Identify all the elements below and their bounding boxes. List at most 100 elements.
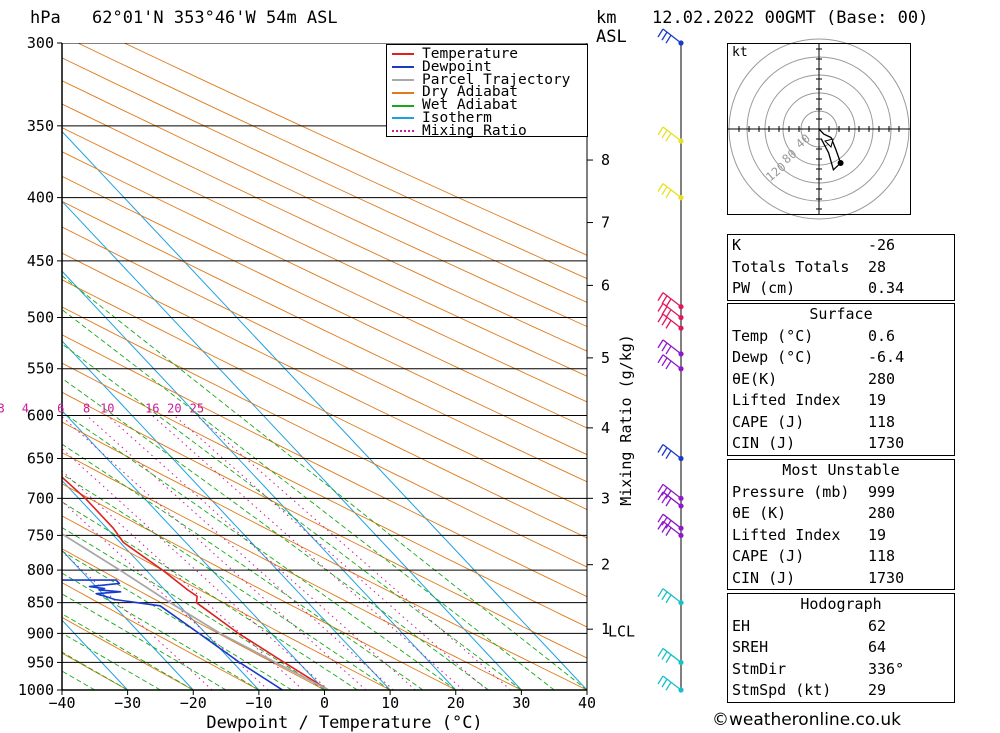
- wind-barb-flag: [661, 357, 668, 367]
- dry-adiabat-line: [62, 175, 587, 429]
- mu-li-row: Lifted Index 19: [728, 525, 954, 547]
- wet-adiabat-line: [62, 275, 587, 690]
- wind-barb-flag: [657, 513, 664, 523]
- dry-adiabat-line: [62, 548, 325, 690]
- surface-li-row: Lifted Index 19: [728, 390, 954, 412]
- site-link[interactable]: weatheronline.co.uk: [729, 710, 902, 730]
- eh-value: 62: [868, 616, 887, 635]
- temperature-tick-label: 30: [512, 694, 530, 712]
- eh-row: EH 62: [728, 616, 954, 638]
- wind-barb-shaft: [662, 520, 682, 536]
- wind-barb-flag: [661, 494, 668, 504]
- wind-barb-flag: [665, 298, 672, 308]
- mu-pressure-label: Pressure (mb): [732, 482, 850, 501]
- legend-swatch: [392, 78, 414, 81]
- totals-totals-row: Totals Totals 28: [728, 257, 954, 279]
- eh-label: EH: [732, 616, 751, 635]
- most-unstable-table: Most Unstable Pressure (mb) 999 θE (K) 280…: [727, 459, 955, 590]
- dry-adiabat-line: [62, 582, 260, 690]
- wind-barb-flag: [661, 524, 668, 533]
- wind-barb-flag: [657, 292, 664, 301]
- legend-item: Dewpoint: [387, 60, 587, 74]
- wet-adiabat-line: [62, 613, 194, 690]
- mixing-ratio-line: [62, 448, 329, 690]
- wind-barb-flag: [665, 320, 672, 329]
- temperature-tick-label: 10: [381, 694, 399, 712]
- pressure-tick-label: 500: [27, 309, 54, 327]
- wind-barb-flag: [665, 309, 672, 319]
- mixing-ratio-label: 3: [0, 401, 5, 415]
- wind-barb-flag: [657, 491, 664, 501]
- totals-totals-value: 28: [868, 257, 887, 276]
- dry-adiabat-line: [62, 483, 457, 690]
- wind-barb-flag: [665, 132, 672, 142]
- dry-adiabat-line: [62, 127, 587, 377]
- wind-barb-icon: [657, 183, 682, 199]
- legend-swatch: [392, 91, 414, 94]
- pressure-tick-label: 550: [27, 360, 54, 378]
- totals-totals-label: Totals Totals: [732, 257, 850, 276]
- mu-cape-row: CAPE (J) 118: [728, 546, 954, 568]
- surface-title: Surface: [809, 305, 873, 323]
- wind-barb-shaft: [662, 443, 682, 460]
- km-tick-label: 3: [601, 489, 610, 507]
- km-unit-label: km: [596, 8, 617, 28]
- wind-barb-icon: [657, 483, 682, 499]
- temperature-tick-label: 40: [578, 694, 596, 712]
- wind-barb-flag: [665, 189, 672, 199]
- surface-temp-value: 0.6: [868, 326, 896, 345]
- surface-cape-label: CAPE (J): [732, 412, 805, 431]
- k-index-value: -26: [868, 236, 896, 254]
- copyright-icon: ©: [712, 710, 729, 730]
- surface-theta-row: θE(K) 280: [728, 369, 954, 391]
- surface-cape-value: 118: [868, 412, 896, 431]
- legend-item: Wet Adiabat: [387, 98, 587, 112]
- legend-label: Dry Adiabat: [422, 84, 519, 101]
- wind-barb-flag: [661, 678, 668, 688]
- dry-adiabat-line: [62, 616, 194, 690]
- mixing-ratio-line: [62, 416, 367, 690]
- date-title: 12.02.2022 00GMT (Base: 00): [652, 8, 929, 28]
- wind-barb-icon: [657, 28, 682, 44]
- wet-adiabat-line: [62, 377, 489, 690]
- isotherm-line: [62, 340, 391, 690]
- surface-temp-label: Temp (°C): [732, 326, 814, 345]
- wind-barb-flag: [665, 654, 672, 663]
- km-tick-label: 8: [601, 151, 610, 169]
- wind-barb-flag: [661, 342, 668, 352]
- wind-barb-shaft: [662, 28, 682, 44]
- surface-dewp-label: Dewp (°C): [732, 348, 814, 366]
- dry-adiabat-line: [62, 80, 587, 328]
- dry-adiabat-line: [77, 43, 587, 280]
- temperature-tick-label: 20: [447, 694, 465, 712]
- wind-barb-flag: [661, 591, 668, 601]
- km-tick-label: 6: [601, 276, 610, 294]
- surface-cin-label: CIN (J): [732, 434, 796, 452]
- isotherm-line: [62, 270, 457, 690]
- mu-pressure-value: 999: [868, 482, 896, 501]
- hodograph-box: kt: [727, 43, 911, 215]
- mixing-ratio-axis-title: Mixing Ratio (g/kg): [617, 334, 635, 506]
- mixing-ratio-label: 20: [167, 401, 181, 415]
- isotherm-line: [62, 479, 260, 690]
- pressure-tick-label: 900: [27, 624, 54, 642]
- mu-li-label: Lifted Index: [732, 525, 841, 544]
- dry-adiabat-line: [62, 306, 587, 568]
- wind-barb-flag: [657, 675, 664, 685]
- hpa-unit-label: hPa: [30, 8, 61, 28]
- k-index-row: K -26: [728, 235, 954, 257]
- wind-barb-shaft: [662, 339, 682, 355]
- mu-cin-label: CIN (J): [732, 568, 796, 587]
- k-index-label: K: [732, 236, 742, 254]
- pw-row: PW (cm) 0.34: [728, 278, 954, 300]
- wind-barb-flag: [665, 450, 672, 460]
- mixing-ratio-label: 4: [22, 401, 29, 415]
- legend-label: Parcel Trajectory: [422, 71, 571, 88]
- stmspd-label: StmSpd (kt): [732, 681, 832, 699]
- wind-barb-flag: [661, 186, 668, 196]
- mu-cin-row: CIN (J) 1730: [728, 568, 954, 590]
- wind-barb-flag: [665, 34, 672, 44]
- wind-barb-flag: [657, 303, 664, 312]
- isotherm-line: [62, 549, 194, 690]
- legend-label: Mixing Ratio: [422, 122, 527, 139]
